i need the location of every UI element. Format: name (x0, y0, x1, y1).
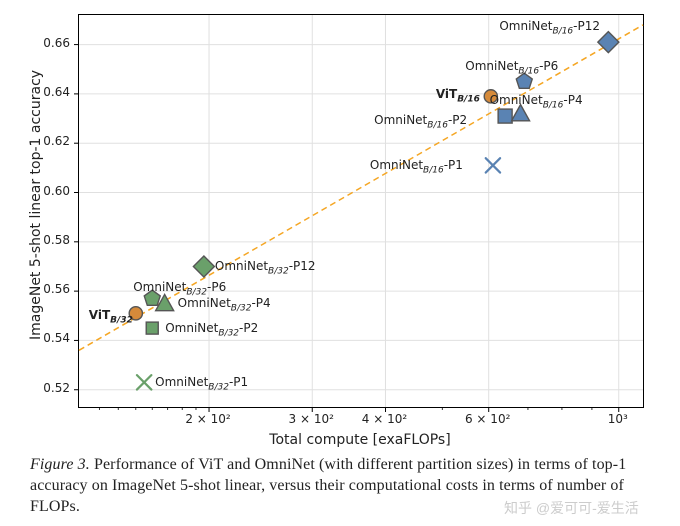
y-tick-label: 0.54 (43, 331, 70, 345)
plot-area (78, 14, 644, 408)
x-tick-label: 3 × 10² (289, 412, 334, 426)
x-tick-label: 4 × 10² (362, 412, 407, 426)
y-tick-label: 0.56 (43, 282, 70, 296)
x-axis-label: Total compute [exaFLOPs] (269, 432, 450, 448)
y-tick-label: 0.58 (43, 233, 70, 247)
y-tick-label: 0.64 (43, 85, 70, 99)
y-tick-label: 0.52 (43, 381, 70, 395)
x-tick-label: 10³ (608, 412, 628, 426)
plot-svg (79, 15, 643, 407)
watermark-text: 知乎 @爱可可-爱生活 (504, 498, 639, 518)
figure-container: 0.52 0.54 0.56 0.58 0.60 0.62 0.64 0.66 2 × 10² 3… (0, 0, 680, 526)
y-tick-label: 0.60 (43, 184, 70, 198)
x-tick-label: 6 × 10² (465, 412, 510, 426)
y-axis-label: ImageNet 5-shot linear top-1 accuracy (28, 70, 44, 340)
y-tick-label: 0.62 (43, 134, 70, 148)
x-tick-label: 2 × 10² (185, 412, 230, 426)
caption-prefix: Figure 3. (30, 456, 90, 473)
y-tick-label: 0.66 (43, 36, 70, 50)
